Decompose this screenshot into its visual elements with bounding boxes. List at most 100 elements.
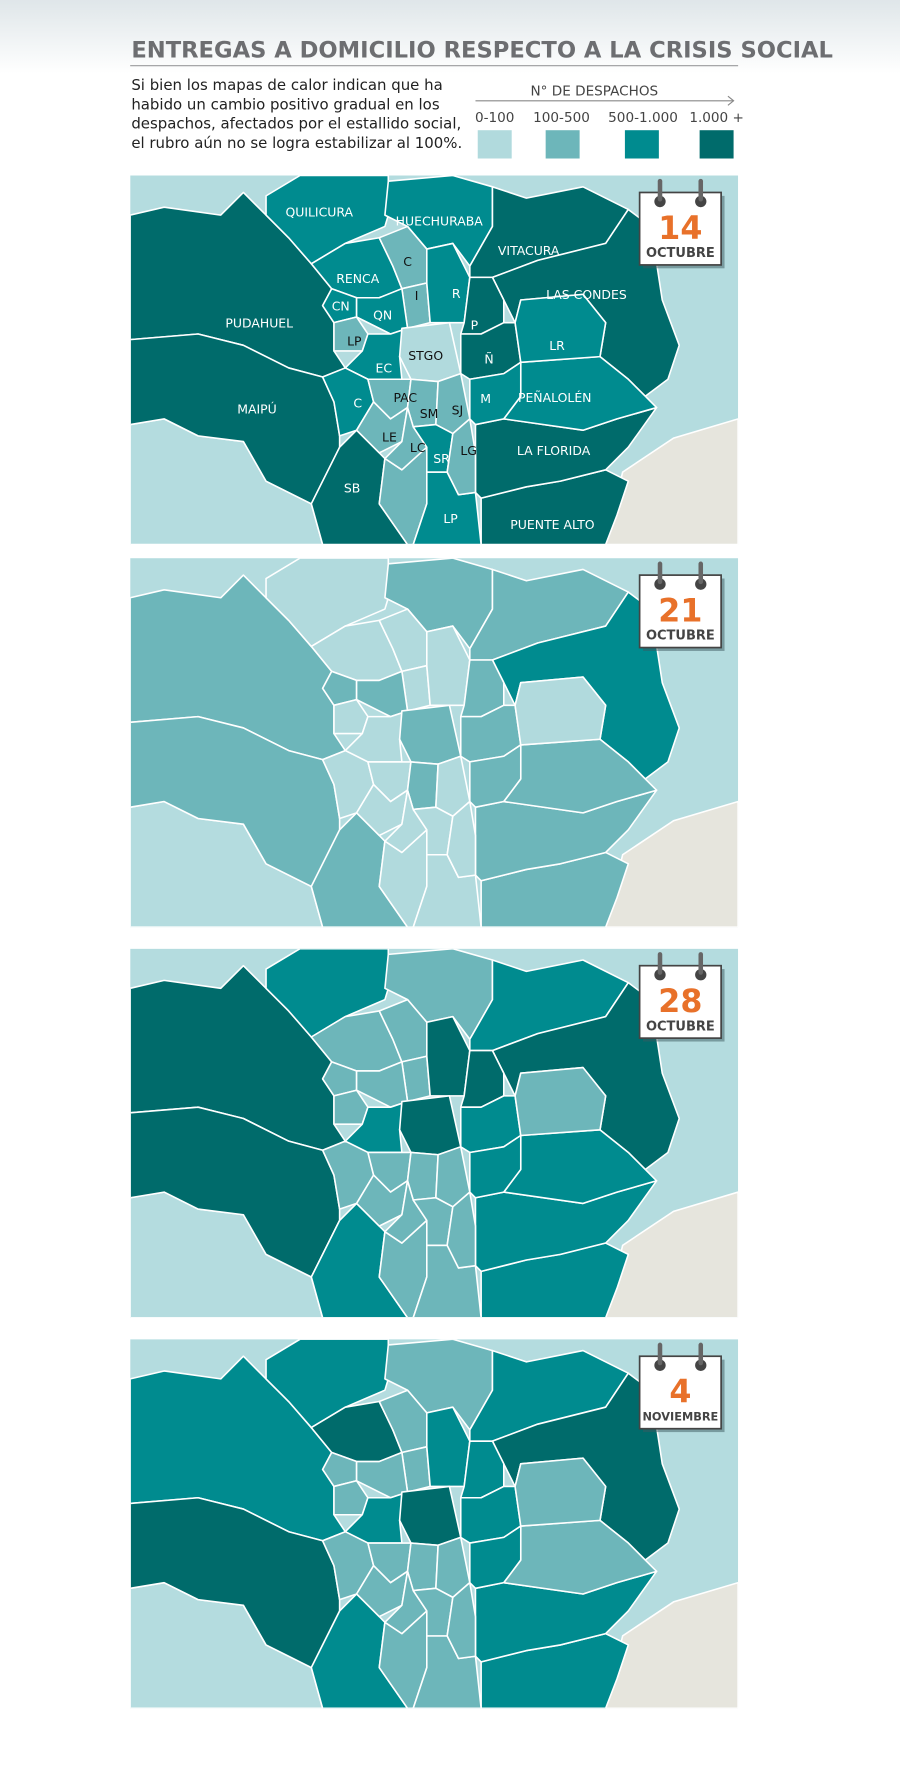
legend-label: 1.000 + — [689, 110, 744, 126]
badge-month: OCTUBRE — [646, 1019, 715, 1034]
badge-day: 14 — [658, 211, 702, 247]
badge-day: 4 — [669, 1375, 691, 1411]
description-line: despachos, afectados por el estallido so… — [131, 115, 461, 133]
legend-label: 100-500 — [533, 110, 590, 126]
badge-month: NOVIEMBRE — [642, 1409, 718, 1423]
commune-label: LC — [410, 440, 426, 455]
title: ENTREGAS A DOMICILIO RESPECTO A LA CRISI… — [131, 37, 833, 63]
commune-label: LG — [460, 443, 477, 458]
map-area — [130, 1339, 739, 1709]
commune-label: QUILICURA — [285, 204, 353, 219]
badge-ring-base — [695, 969, 707, 981]
commune — [446, 1191, 477, 1269]
commune-label: LR — [549, 338, 565, 353]
commune-label: PUDAHUEL — [225, 315, 293, 330]
commune — [265, 948, 390, 1038]
legend-title: N° DE DESPACHOS — [531, 84, 659, 100]
commune — [265, 1339, 390, 1429]
badge-ring — [657, 561, 663, 585]
badge-month: OCTUBRE — [646, 629, 715, 644]
commune — [265, 558, 390, 648]
commune — [426, 1015, 471, 1097]
commune — [265, 175, 390, 265]
commune-label: SR — [433, 451, 450, 466]
legend-label: 0-100 — [475, 110, 514, 126]
map-area — [130, 948, 739, 1318]
commune-label: MAIPÚ — [237, 401, 277, 416]
commune — [398, 704, 462, 765]
commune — [446, 418, 477, 496]
badge-body — [638, 191, 722, 266]
commune-label: STGO — [408, 348, 443, 363]
badge-ring-base — [654, 578, 666, 590]
badge-ring-base — [695, 578, 707, 590]
commune-label: LAS CONDES — [546, 287, 627, 302]
description-line: habido un cambio positivo gradual en los — [131, 95, 440, 113]
commune-label: LE — [382, 430, 397, 445]
legend-arrow-head — [727, 95, 735, 106]
commune — [514, 676, 607, 746]
commune-label: EC — [376, 361, 393, 376]
commune-label: I — [415, 288, 419, 303]
commune — [514, 1457, 607, 1527]
commune-label: LP — [347, 333, 362, 348]
commune-label: C — [353, 396, 362, 411]
badge-month: OCTUBRE — [646, 246, 715, 261]
badge-ring — [657, 952, 663, 975]
description-line: Si bien los mapas de calor indican que h… — [131, 76, 442, 94]
legend-swatch — [624, 130, 659, 159]
legend-swatch — [545, 130, 580, 159]
commune-label: LP — [443, 511, 458, 526]
commune-label: PUENTE ALTO — [510, 517, 594, 532]
commune-label: SB — [344, 481, 360, 496]
commune — [398, 1095, 462, 1156]
legend-label: 500-1.000 — [608, 110, 678, 126]
description-line: el rubro aún no se logra estabilizar al … — [131, 134, 462, 152]
commune — [426, 625, 471, 707]
commune-label: SM — [420, 406, 439, 421]
badge-ring — [657, 1342, 663, 1366]
commune-label: P — [471, 318, 479, 333]
badge-day: 21 — [658, 593, 702, 629]
header-band — [0, 0, 900, 74]
commune-label: SJ — [452, 402, 464, 417]
map-area: PUDAHUEL MAIPÚ QUILICURA HUECHURABA VITACURA… — [130, 175, 739, 545]
commune — [398, 1485, 462, 1547]
commune — [406, 1151, 439, 1201]
badge-body — [638, 574, 722, 649]
commune — [514, 1066, 607, 1137]
commune — [446, 800, 477, 879]
badge-ring — [657, 178, 663, 202]
badge-body — [638, 964, 722, 1039]
commune-label: LA FLORIDA — [517, 443, 591, 458]
commune-label: RENCA — [336, 271, 379, 286]
commune-label: PAC — [393, 390, 417, 405]
badge-day: 28 — [658, 984, 702, 1020]
commune-label: Ñ — [484, 352, 493, 367]
badge-ring — [698, 561, 704, 585]
commune-label: PEÑALOLÉN — [518, 390, 592, 405]
legend-swatch — [477, 130, 512, 159]
badge-ring-base — [654, 969, 666, 981]
badge-ring — [698, 178, 704, 202]
commune-label: M — [480, 391, 491, 406]
map-panel: PUDAHUEL MAIPÚ QUILICURA HUECHURABA VITACURA… — [130, 175, 739, 545]
map-area — [130, 558, 739, 928]
commune — [426, 242, 471, 324]
commune — [426, 1406, 471, 1488]
commune-label: VITACURA — [498, 243, 560, 258]
badge-body — [638, 1355, 722, 1430]
commune-label: CN — [332, 298, 350, 313]
badge-ring — [698, 952, 704, 975]
badge-ring — [698, 1342, 704, 1366]
badge-ring-base — [695, 1359, 707, 1371]
legend-swatch — [699, 130, 734, 159]
commune — [406, 761, 439, 811]
commune — [406, 1542, 439, 1592]
